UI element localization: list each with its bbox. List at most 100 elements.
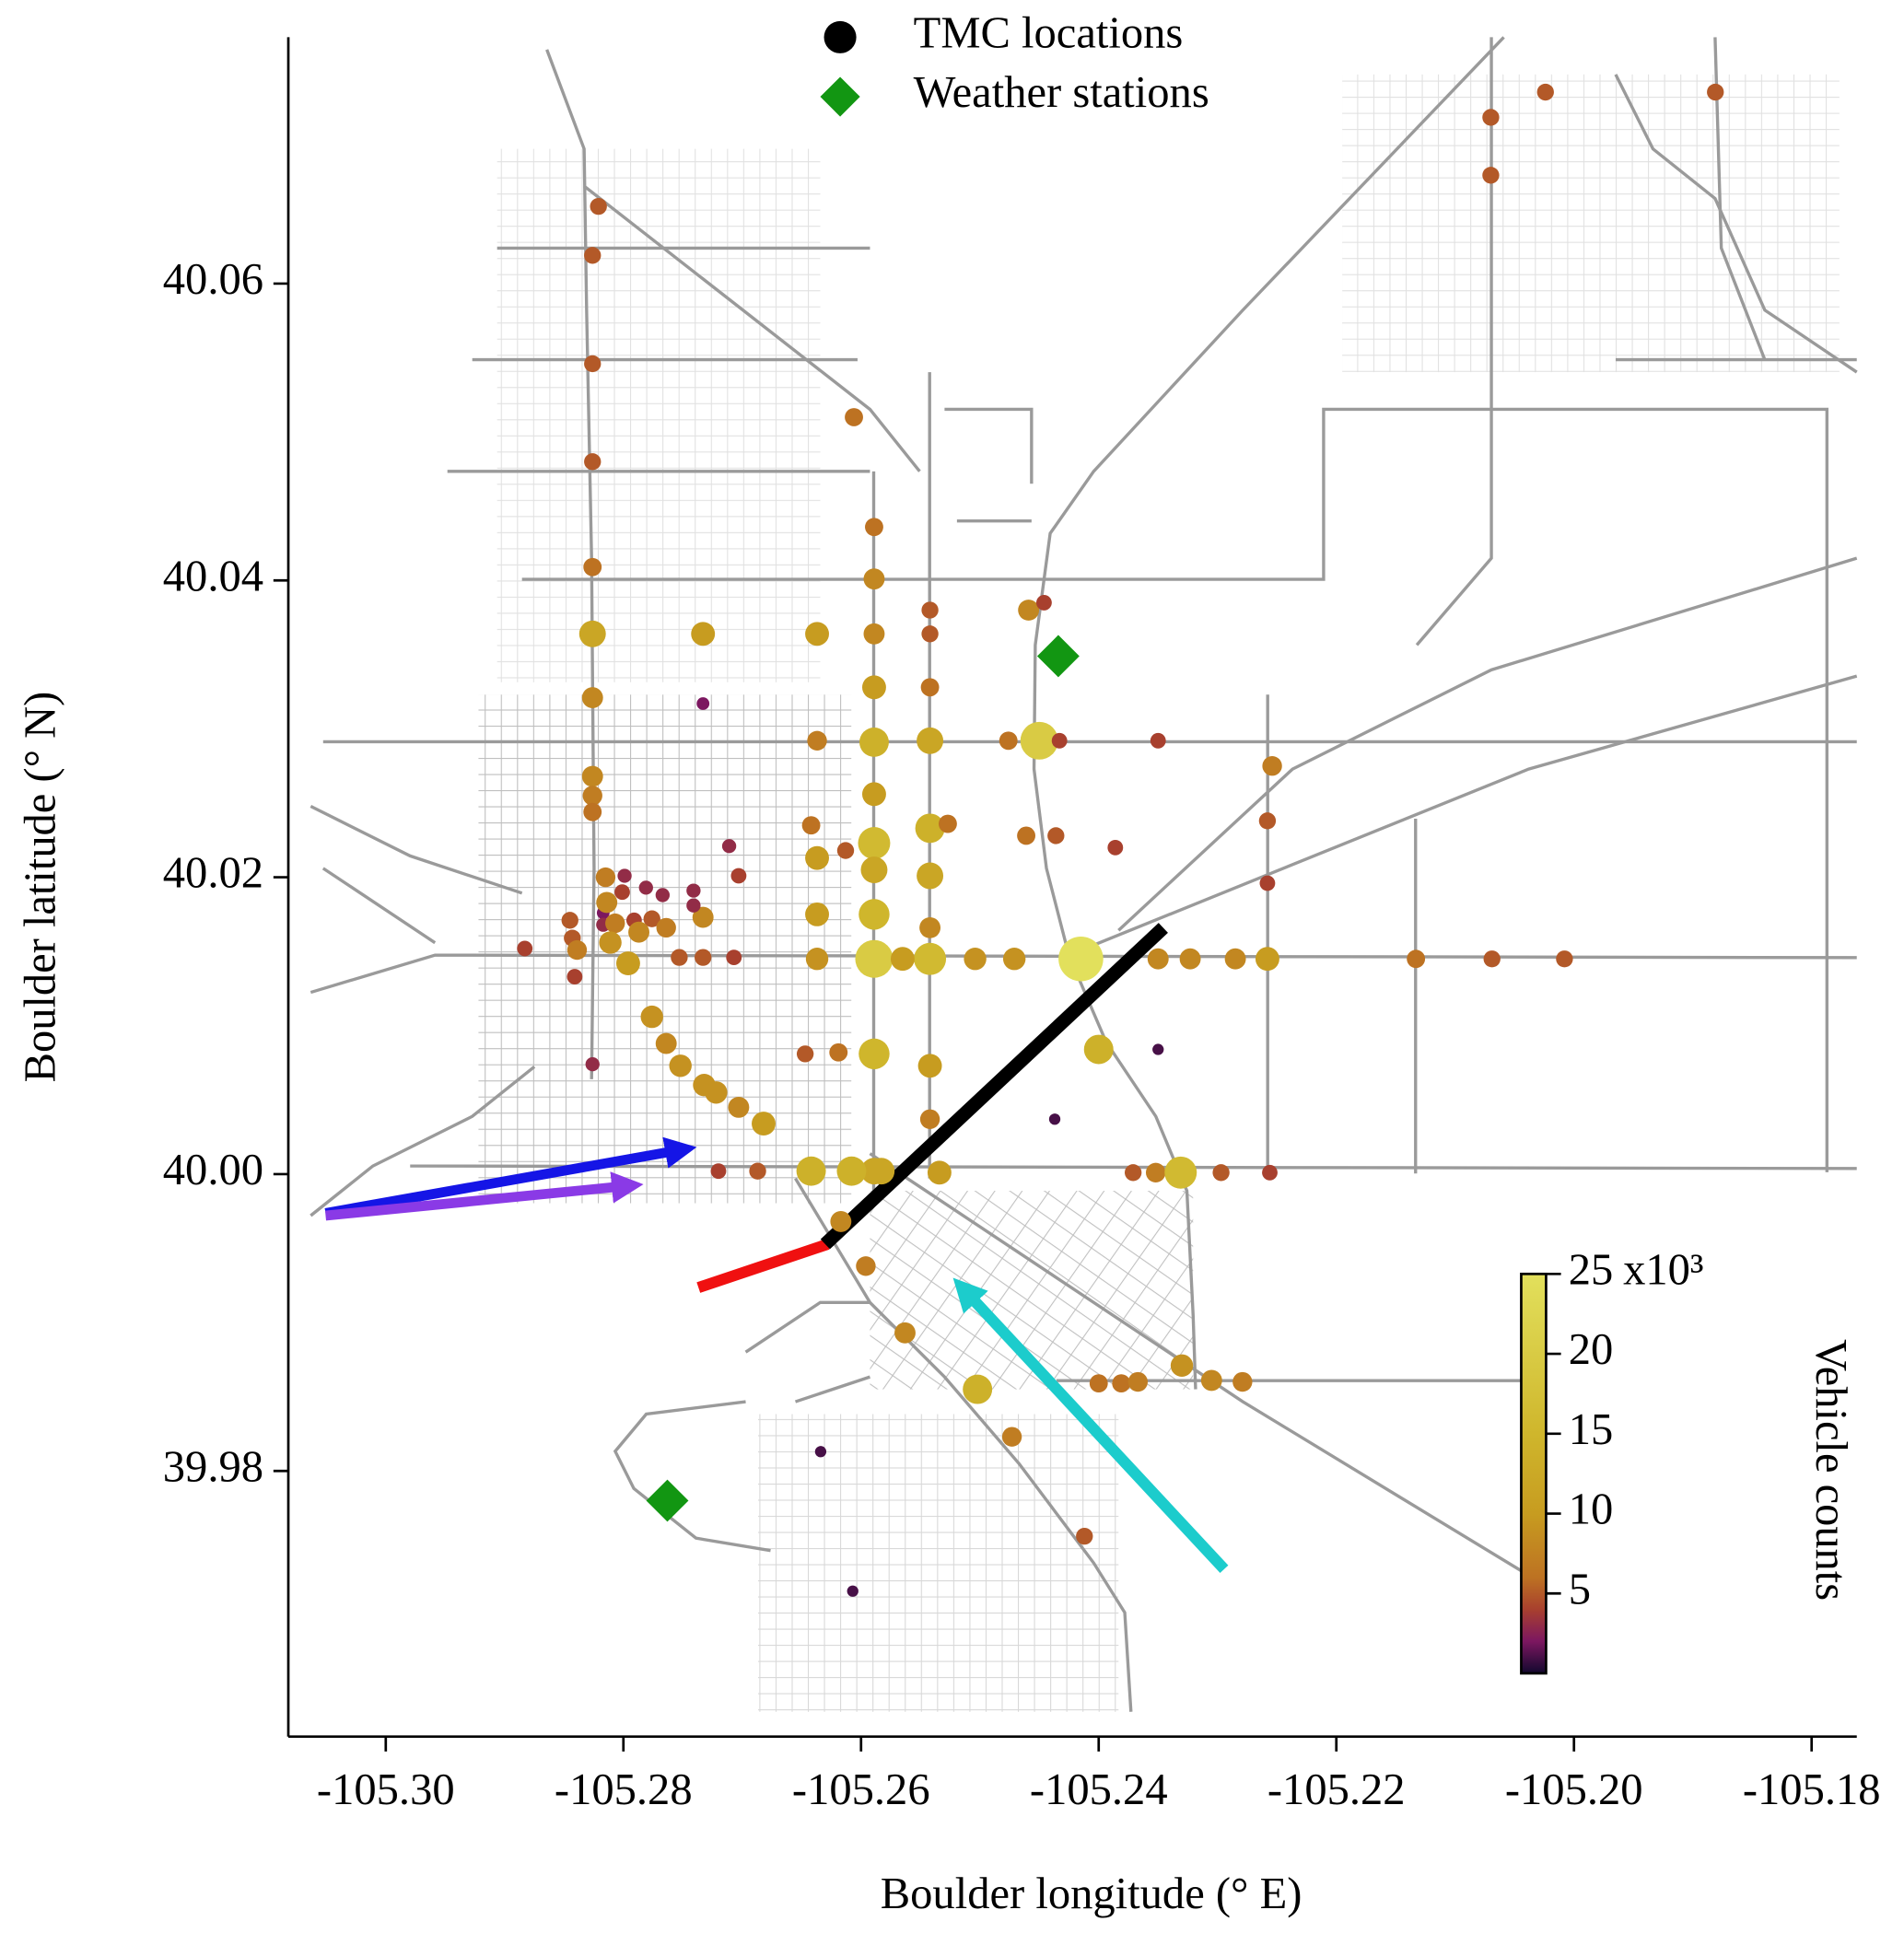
tmc-point: [617, 868, 632, 883]
tmc-point: [1083, 1034, 1114, 1065]
tmc-point: [845, 408, 863, 426]
tmc-point: [807, 730, 827, 751]
tmc-point: [917, 862, 944, 890]
tmc-point: [721, 839, 737, 854]
tmc-point: [605, 913, 625, 934]
tmc-point: [655, 1032, 677, 1054]
tmc-point: [1482, 109, 1500, 126]
tmc-point: [1150, 732, 1166, 749]
tmc-point: [728, 1096, 750, 1118]
tmc-point: [859, 899, 890, 930]
y-tick-label: 39.98: [163, 1442, 263, 1491]
tmc-point: [567, 939, 588, 961]
tmc-point: [1058, 936, 1104, 982]
tmc-point: [805, 902, 829, 926]
tmc-point: [638, 880, 653, 895]
tmc-point: [582, 786, 602, 806]
segment-black: [820, 923, 1168, 1250]
tmc-point: [726, 949, 742, 966]
legend-marker: [824, 20, 857, 53]
tmc-point: [919, 916, 941, 938]
tmc-point: [749, 1162, 766, 1180]
tmc-point: [614, 884, 630, 901]
tmc-point: [805, 948, 829, 971]
tmc-point: [847, 1585, 859, 1597]
weather-station: [1036, 635, 1080, 678]
tmc-point: [963, 1374, 993, 1404]
tmc-point: [1224, 948, 1246, 970]
x-tick-label: -105.20: [1505, 1765, 1643, 1814]
x-axis-title: Boulder longitude (° E): [881, 1869, 1302, 1918]
tmc-point: [1200, 1369, 1222, 1392]
x-tick-label: -105.22: [1267, 1765, 1406, 1814]
tmc-point: [863, 568, 885, 590]
tmc-point: [836, 1156, 867, 1186]
tmc-point: [830, 1211, 852, 1232]
tmc-point: [583, 557, 602, 577]
tmc-point: [1127, 1371, 1149, 1392]
tmc-point: [1255, 947, 1279, 972]
tmc-point: [1259, 875, 1276, 891]
colorbar-tick-label: 25: [1569, 1245, 1614, 1294]
tmc-point: [1051, 732, 1068, 749]
colorbar-tick-label: 20: [1569, 1325, 1614, 1374]
tmc-point: [584, 453, 602, 471]
tmc-point: [890, 947, 915, 972]
tmc-point: [836, 842, 855, 859]
tmc-point: [1164, 1156, 1197, 1189]
tmc-point: [1107, 839, 1124, 856]
tmc-point: [585, 1056, 600, 1072]
tmc-point: [1179, 948, 1201, 970]
tmc-point: [1258, 812, 1277, 830]
tmc-point: [814, 1446, 827, 1458]
tmc-point: [615, 951, 640, 975]
tmc-point: [858, 827, 891, 859]
tmc-point: [696, 697, 710, 710]
road-network: [310, 36, 1858, 1712]
tmc-point: [1483, 950, 1501, 968]
tmc-point: [927, 1160, 952, 1185]
tmc-point: [1076, 1527, 1093, 1545]
tmc-point: [921, 625, 939, 643]
tmc-point: [581, 687, 603, 709]
tmc-point: [1145, 1162, 1166, 1182]
tmc-point: [695, 949, 712, 966]
tmc-point: [1020, 721, 1058, 760]
tmc-point: [584, 247, 602, 264]
tmc-point: [829, 1042, 848, 1062]
tmc-point: [917, 1054, 942, 1078]
tmc-point: [860, 856, 888, 883]
tmc-point: [1262, 1164, 1278, 1181]
tmc-point: [1035, 595, 1052, 611]
tmc-point: [1212, 1164, 1230, 1182]
tmc-point: [1262, 756, 1282, 776]
tmc-point: [1048, 1113, 1061, 1125]
colorbar-multiplier: x10³: [1623, 1245, 1703, 1294]
tmc-point: [599, 931, 622, 954]
colorbar: Vehicle counts 5 10 15 20 25 x10³: [1520, 1245, 1855, 1675]
tmc-point: [656, 917, 676, 938]
tmc-point: [805, 622, 829, 646]
tmc-point: [856, 1256, 876, 1276]
tmc-point: [686, 883, 701, 898]
tmc-point: [920, 678, 940, 697]
tmc-point: [1124, 1164, 1142, 1182]
tmc-point: [796, 1045, 814, 1063]
tmc-point: [1536, 83, 1554, 101]
arrow-purple: [324, 1171, 644, 1221]
legend-marker: [820, 76, 860, 117]
tmc-point: [584, 355, 602, 373]
tmc-point: [1047, 827, 1065, 844]
tmc-point: [578, 620, 606, 647]
tmc-point: [1002, 948, 1026, 971]
tmc-point: [1556, 950, 1573, 968]
tmc-point: [1170, 1354, 1194, 1377]
tmc-point: [1147, 948, 1169, 970]
y-tick-label: 40.04: [163, 552, 263, 600]
tmc-point: [1152, 1043, 1164, 1055]
tmc-point: [561, 912, 578, 929]
tmc-point: [595, 867, 616, 888]
tmc-point: [862, 675, 886, 700]
